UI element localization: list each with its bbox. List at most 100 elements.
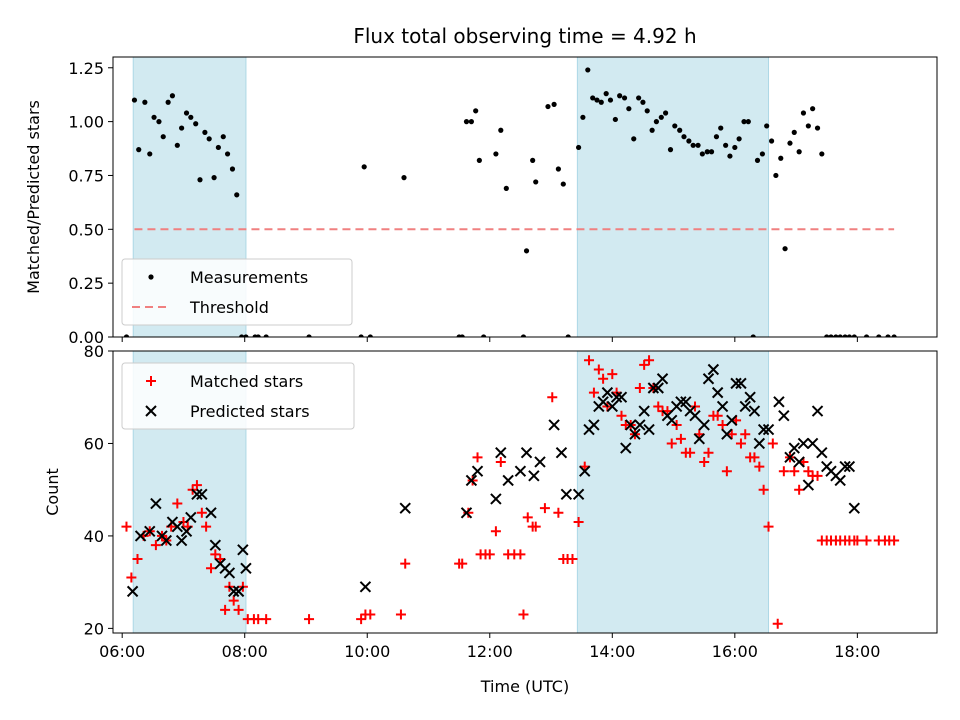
y-tick-label: 1.25 (68, 59, 104, 78)
matched-star-point (522, 512, 533, 523)
predicted-star-point (707, 363, 720, 376)
y-axis-label: Count (43, 468, 62, 516)
predicted-star-point (620, 442, 632, 454)
matched-star-point (121, 521, 132, 532)
predicted-star-point (240, 562, 252, 574)
matched-star-point (588, 387, 599, 398)
measurement-point (686, 138, 692, 144)
predicted-star-point (610, 391, 623, 403)
axes-frame (112, 350, 938, 634)
measurement-point (220, 134, 226, 140)
measurement-point (631, 136, 637, 142)
matched-star-point (530, 521, 541, 532)
matched-star-point (767, 438, 778, 449)
measurement-point (741, 119, 747, 125)
matched-star-point (261, 614, 272, 625)
predicted-star-point (739, 400, 751, 413)
predicted-star-point (744, 391, 756, 403)
matched-star-point (699, 456, 710, 467)
predicted-star-point (528, 470, 540, 482)
measurement-point (690, 142, 696, 148)
matched-star-point (735, 438, 746, 449)
legend-x-marker (145, 405, 157, 417)
measurement-point (136, 147, 142, 153)
measurement-point (498, 127, 504, 133)
measurement-point (782, 246, 788, 252)
measurement-point (147, 151, 153, 157)
measurement-point (837, 334, 843, 337)
measurement-point (876, 334, 882, 337)
measurement-point (215, 144, 221, 151)
measurement-point (197, 177, 203, 183)
matched-star-point (584, 355, 595, 366)
matched-star-point (634, 382, 645, 393)
legend-dot-marker (148, 274, 154, 280)
measurement-point (885, 334, 891, 337)
measurement-point (800, 110, 807, 116)
predicted-star-point (514, 465, 527, 477)
measurement-point (493, 151, 499, 157)
top-axes: 0.00 0.25 0.50 0.75 1.00 1.25 Matched/Predicte… (24, 56, 938, 347)
matched-star-point (717, 419, 728, 430)
legend-plus-marker (146, 376, 156, 386)
measurement-point (239, 334, 245, 337)
predicted-star-point (726, 414, 738, 427)
matched-star-point (365, 609, 376, 620)
measurement-point (183, 110, 190, 116)
predicted-star-point (465, 474, 478, 487)
legend-label: Matched stars (190, 372, 303, 391)
measurement-point (626, 106, 632, 112)
predicted-star-point (698, 419, 710, 431)
predicted-star-point (624, 419, 637, 431)
matched-star-point (712, 410, 723, 421)
predicted-star-point (534, 456, 546, 468)
matched-star-point (132, 554, 143, 565)
predicted-star-point (232, 585, 245, 598)
matched-star-point (126, 572, 137, 583)
legend-label: Measurements (190, 268, 308, 287)
measurement-point (667, 147, 674, 153)
predicted-star-point (784, 451, 796, 464)
measurement-point (663, 110, 669, 116)
predicted-star-point (793, 456, 805, 468)
matched-star-point (150, 540, 161, 551)
measurement-point (551, 101, 557, 107)
measurement-point (778, 155, 784, 161)
predicted-star-point (839, 460, 851, 473)
predicted-star-point (762, 423, 775, 436)
matched-star-point (573, 517, 584, 528)
measurement-point (206, 136, 212, 142)
measurement-point (202, 129, 208, 135)
matched-star-point (484, 549, 495, 560)
measurement-point (672, 123, 678, 129)
matched-star-point (172, 498, 183, 509)
matched-star-point (518, 609, 529, 620)
matched-star-point (616, 410, 627, 421)
predicted-star-point (227, 585, 240, 598)
predicted-star-point (689, 410, 701, 422)
matched-star-point (463, 507, 474, 518)
measurement-point (468, 119, 474, 125)
measurement-point (621, 95, 628, 101)
y-tick-label: 0.75 (68, 166, 104, 185)
measurement-point (224, 151, 231, 157)
matched-star-point (740, 429, 751, 440)
matched-star-point (593, 364, 604, 375)
measurement-point (636, 95, 642, 101)
matched-star-point (789, 466, 800, 477)
predicted-star-point (843, 460, 856, 473)
measurement-point (764, 123, 770, 129)
predicted-star-point (555, 446, 568, 459)
measurement-point (156, 119, 162, 125)
measurement-point (123, 334, 130, 337)
measurement-point (151, 114, 157, 120)
legend-box (121, 362, 355, 430)
measurement-point (851, 334, 857, 337)
matched-star-point (210, 549, 221, 560)
predicted-star-point (716, 400, 729, 413)
measurement-point (503, 185, 509, 191)
measurement-point (193, 121, 199, 127)
matched-star-point (721, 466, 732, 477)
matched-star-point (685, 447, 696, 458)
predicted-star-point (502, 474, 514, 487)
